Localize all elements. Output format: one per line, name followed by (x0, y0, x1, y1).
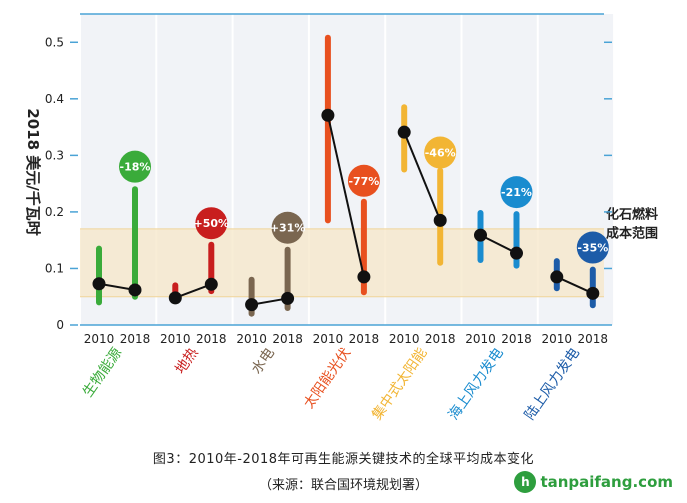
year-label-2018-5: 2018 (425, 332, 456, 346)
change-badge-4 (347, 164, 380, 197)
avg-dot-2018-1 (128, 283, 142, 297)
y-tick-label-2: 0.2 (45, 205, 64, 219)
change-label-3: +31% (270, 222, 306, 235)
category-label-2: 地热 (172, 345, 201, 377)
fossil-band-label-line2: 成本范围 (606, 226, 658, 242)
avg-dot-2018-3 (281, 291, 295, 305)
avg-dot-2018-4 (357, 270, 371, 284)
year-label-2018-6: 2018 (501, 332, 532, 346)
avg-dot-2010-2 (168, 291, 182, 305)
figure-caption: 图3：2010年-2018年可再生能源关键技术的全球平均成本变化 (152, 452, 535, 467)
category-label-4: 太阳能光伏 (301, 345, 354, 412)
avg-connector-4 (326, 114, 365, 278)
change-badge-7 (576, 231, 609, 264)
avg-dot-2010-5 (397, 125, 411, 139)
year-label-2010-4: 2010 (313, 332, 344, 346)
avg-connector-6 (480, 234, 517, 255)
year-label-2018-1: 2018 (120, 332, 151, 346)
avg-dot-2010-6 (474, 228, 487, 242)
year-label-2010-2: 2010 (160, 332, 191, 346)
avg-dot-2010-3 (245, 298, 259, 312)
change-label-5: -46% (425, 147, 456, 160)
year-label-2010-5: 2010 (389, 332, 420, 346)
y-tick-label-3: 0.3 (45, 148, 64, 162)
year-label-2010-6: 2010 (465, 332, 496, 346)
avg-dot-2010-1 (92, 277, 106, 291)
change-label-1: -18% (120, 161, 151, 174)
y-tick-label-1: 0.1 (45, 261, 64, 275)
year-label-2018-7: 2018 (578, 332, 609, 346)
year-label-2010-7: 2010 (542, 332, 573, 346)
y-tick-label-0: 0 (56, 318, 64, 332)
watermark: h tanpaifang.com (514, 470, 673, 494)
category-label-6: 海上风力发电 (445, 345, 506, 423)
change-badge-6 (500, 176, 533, 209)
figure-source: （来源：联合国环境规划署） (258, 478, 428, 493)
change-badge-3 (271, 211, 304, 244)
category-label-5: 集中式太阳能 (368, 345, 430, 424)
fossil-band-label-line1: 化石燃料 (606, 207, 658, 223)
y-tick-label-5: 0.5 (45, 35, 64, 49)
year-label-2018-3: 2018 (272, 332, 303, 346)
avg-dot-2018-5 (433, 213, 447, 227)
avg-dot-2018-7 (586, 286, 600, 300)
change-label-4: -77% (348, 175, 379, 188)
avg-dot-2010-4 (321, 108, 335, 122)
avg-connector-7 (556, 276, 594, 295)
y-tick-label-4: 0.4 (45, 92, 64, 106)
y-axis-label: 2018 美元/千瓦时 (24, 108, 42, 235)
year-label-2010-3: 2010 (236, 332, 267, 346)
change-badge-2 (195, 207, 228, 240)
change-badge-1 (119, 150, 151, 183)
avg-connector-5 (403, 131, 442, 221)
category-label-3: 水电 (249, 345, 278, 377)
change-badge-5 (424, 136, 457, 169)
year-label-2018-4: 2018 (349, 332, 380, 346)
change-label-2: +50% (194, 217, 230, 230)
fossil-cost-band (80, 228, 604, 297)
watermark-logo-icon: h (514, 471, 537, 493)
watermark-text: tanpaifang.com (540, 473, 673, 491)
change-label-7: -35% (577, 242, 608, 255)
year-label-2010-1: 2010 (84, 332, 115, 346)
category-label-1: 生物能源 (80, 345, 125, 400)
category-label-7: 陆上风力发电 (522, 345, 583, 423)
change-label-6: -21% (501, 186, 532, 199)
avg-dot-2010-7 (550, 270, 564, 284)
avg-dot-2018-6 (510, 246, 523, 260)
avg-dot-2018-2 (204, 277, 218, 291)
year-label-2018-2: 2018 (196, 332, 227, 346)
